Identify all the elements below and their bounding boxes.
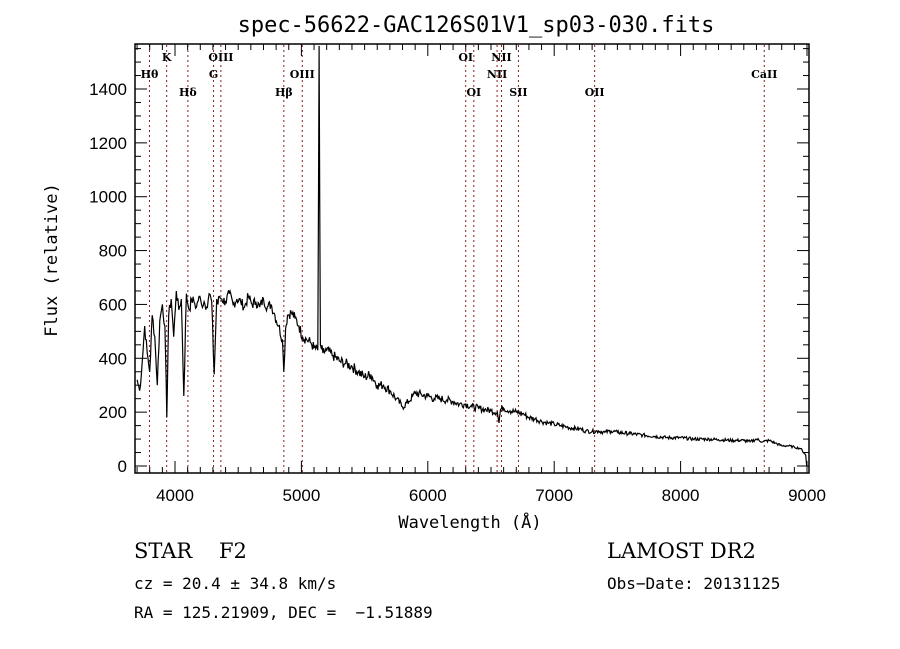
y-tick-label: 1000 <box>89 188 127 207</box>
y-tick-label: 1200 <box>89 134 127 153</box>
class-label: STAR <box>134 539 193 563</box>
marker-label: NII <box>491 51 511 64</box>
x-axis: 4000 5000 6000 7000 8000 9000 <box>136 44 826 505</box>
series-group <box>136 45 808 467</box>
marker-label: K <box>162 51 172 64</box>
y-axis: 0 200 400 600 800 1000 1200 1400 <box>89 48 809 476</box>
object-class: STAR F2 <box>134 539 247 563</box>
marker-label: Hβ <box>275 86 293 99</box>
y-tick-label: 400 <box>99 349 127 368</box>
marker-label: SII <box>509 86 527 99</box>
obs-date: Obs−Date: 20131125 <box>607 574 781 593</box>
marker-label: G <box>209 68 218 81</box>
marker-label: OII <box>585 86 605 99</box>
x-tick-label: 8000 <box>662 486 700 505</box>
marker-label: NII <box>487 68 507 81</box>
marker-label: OI <box>466 86 481 99</box>
marker-label: Hθ <box>141 68 159 81</box>
x-tick-label: 9000 <box>788 486 826 505</box>
plot-frame <box>134 43 810 474</box>
y-axis-label: Flux (relative) <box>42 183 62 337</box>
marker-label: OIII <box>208 51 233 64</box>
chart-title: spec-56622-GAC126S01V1_sp03-030.fits <box>238 13 715 38</box>
series-line-spectrum <box>136 45 808 467</box>
x-tick-label: 5000 <box>282 486 320 505</box>
x-tick-label: 4000 <box>156 486 194 505</box>
survey-label: LAMOST DR2 <box>607 539 756 563</box>
x-tick-label: 6000 <box>409 486 447 505</box>
marker-label: OI <box>458 51 473 64</box>
marker-label: Hδ <box>179 86 197 99</box>
y-tick-label: 1400 <box>89 80 127 99</box>
coordinates-text: RA = 125.21909, DEC = −1.51889 <box>134 603 433 622</box>
y-tick-label: 800 <box>99 242 127 261</box>
marker-label: CaII <box>751 68 777 81</box>
y-tick-label: 200 <box>99 403 127 422</box>
x-axis-label: Wavelength (Å) <box>398 511 541 533</box>
x-tick-label: 7000 <box>535 486 573 505</box>
y-tick-label: 600 <box>99 295 127 314</box>
marker-label: OIII <box>290 68 315 81</box>
subclass-label: F2 <box>218 539 247 563</box>
redshift-text: cz = 20.4 ± 34.8 km/s <box>134 574 337 593</box>
y-tick-label: 0 <box>118 457 127 476</box>
